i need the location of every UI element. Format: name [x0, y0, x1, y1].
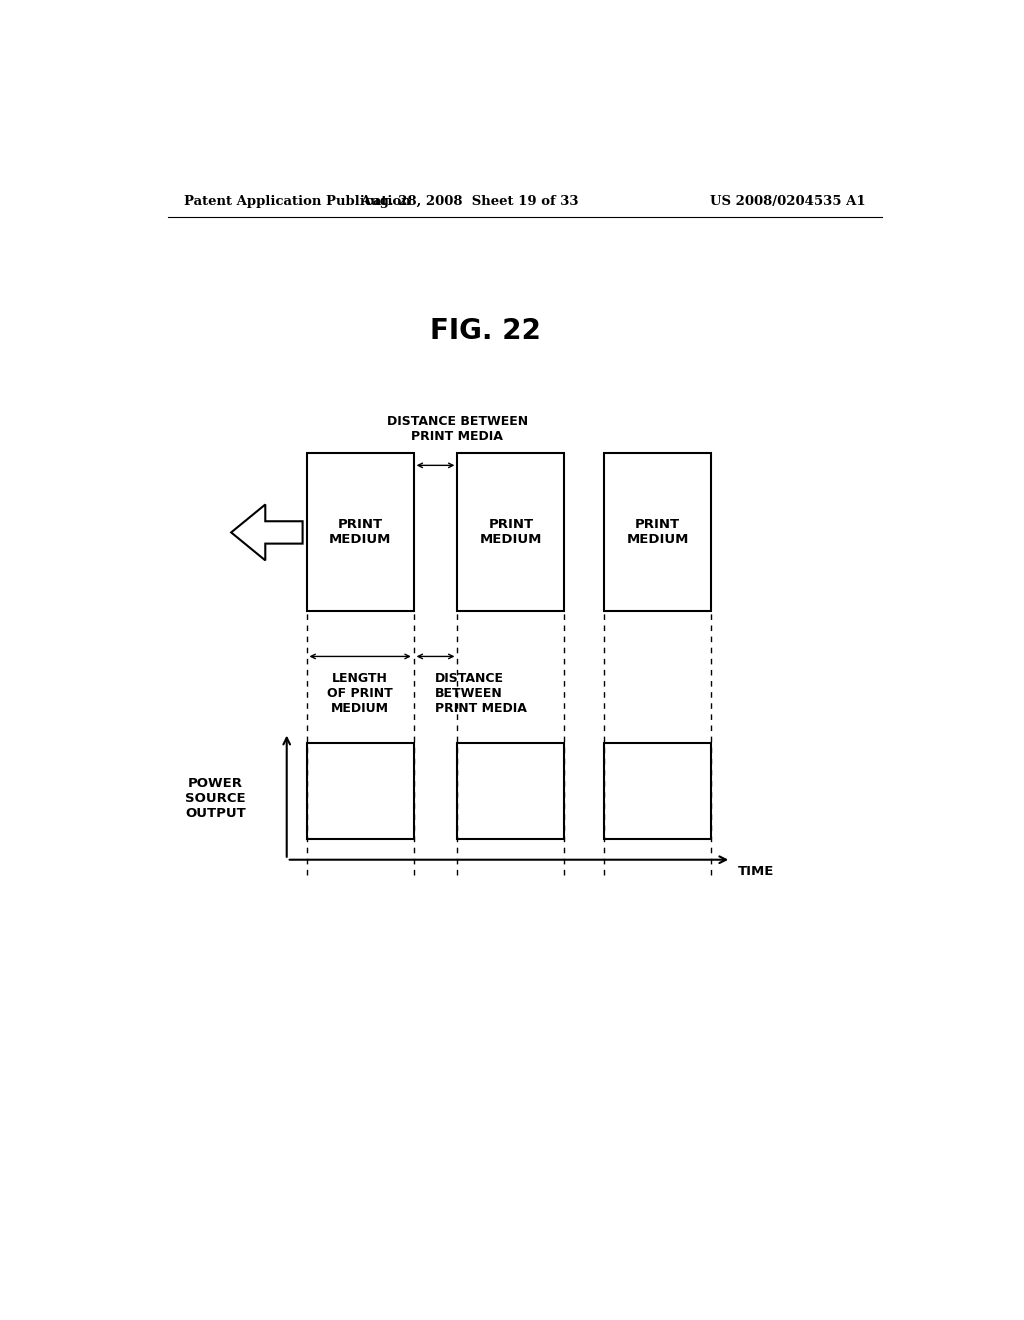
- Text: TIME: TIME: [737, 866, 774, 878]
- Polygon shape: [231, 504, 303, 561]
- Bar: [458, 453, 564, 611]
- Bar: [458, 743, 564, 840]
- Bar: [306, 453, 414, 611]
- Text: PRINT
MEDIUM: PRINT MEDIUM: [627, 517, 689, 546]
- Text: DISTANCE BETWEEN
PRINT MEDIA: DISTANCE BETWEEN PRINT MEDIA: [387, 414, 528, 444]
- Text: DISTANCE
BETWEEN
PRINT MEDIA: DISTANCE BETWEEN PRINT MEDIA: [435, 672, 527, 714]
- Text: Aug. 28, 2008  Sheet 19 of 33: Aug. 28, 2008 Sheet 19 of 33: [360, 194, 579, 207]
- Text: US 2008/0204535 A1: US 2008/0204535 A1: [711, 194, 866, 207]
- Text: PRINT
MEDIUM: PRINT MEDIUM: [479, 517, 542, 546]
- Bar: [306, 743, 414, 840]
- Text: FIG. 22: FIG. 22: [430, 317, 541, 346]
- Text: LENGTH
OF PRINT
MEDIUM: LENGTH OF PRINT MEDIUM: [327, 672, 392, 714]
- Text: POWER
SOURCE
OUTPUT: POWER SOURCE OUTPUT: [185, 777, 246, 820]
- Text: Patent Application Publication: Patent Application Publication: [183, 194, 411, 207]
- Text: PRINT
MEDIUM: PRINT MEDIUM: [329, 517, 391, 546]
- Bar: [604, 743, 712, 840]
- Bar: [604, 453, 712, 611]
